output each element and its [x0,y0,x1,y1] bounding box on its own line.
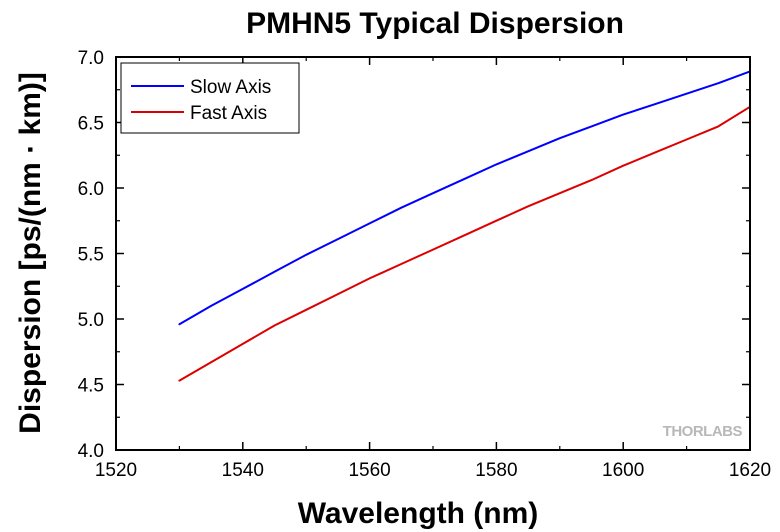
chart-title: PMHN5 Typical Dispersion [246,7,624,40]
y-tick-label: 4.5 [78,376,104,397]
y-tick-label: 6.0 [78,179,104,200]
y-tick-label: 6.5 [78,114,104,135]
y-tick-label: 4.0 [78,441,104,462]
y-tick-label: 5.0 [78,310,104,331]
x-tick-label: 1580 [475,460,517,481]
plot-frame [115,56,751,451]
series-group [178,70,751,382]
legend-label-fast-axis: Fast Axis [190,103,267,124]
x-tick-label: 1620 [729,460,771,481]
y-axis-label: Dispersion [ps/(nm · km)] [14,72,47,434]
x-axis-label: Wavelength (nm) [298,497,539,530]
thorlabs-watermark: THORLABS [663,423,743,440]
series-line-slow-axis [178,70,751,326]
x-tick-label: 1520 [95,460,137,481]
y-tick-label: 5.5 [78,245,104,266]
legend-box [120,62,300,134]
legend: Slow Axis Fast Axis [120,62,300,134]
y-tick-label: 7.0 [78,48,104,69]
x-tick-label: 1600 [602,460,644,481]
axis-tick-labels: 1520 1540 1560 1580 1600 1620 4.0 4.5 5.0 5.5 6.0 6… [78,48,772,481]
x-tick-label: 1560 [348,460,390,481]
legend-label-slow-axis: Slow Axis [190,77,271,98]
series-line-fast-axis [178,105,751,382]
x-tick-label: 1540 [222,460,264,481]
